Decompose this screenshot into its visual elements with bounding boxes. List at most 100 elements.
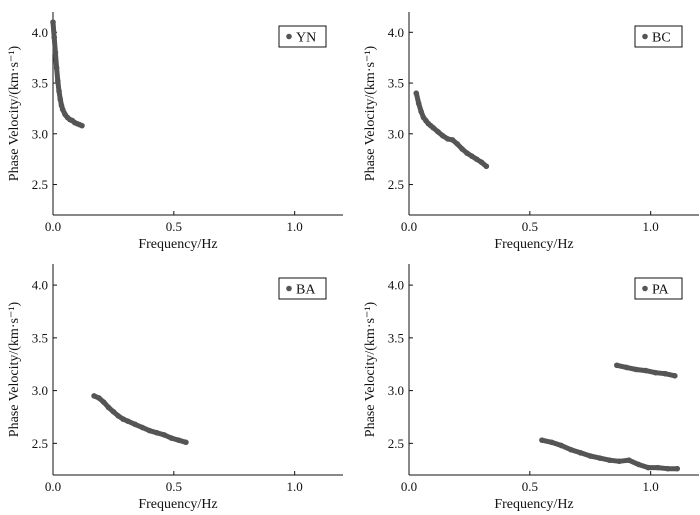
- y-tick-label: 2.5: [388, 177, 404, 192]
- data-point: [558, 442, 565, 449]
- data-point: [154, 430, 160, 436]
- y-tick-label: 2.5: [32, 177, 48, 192]
- y-tick-label: 3.0: [32, 126, 48, 141]
- data-point: [168, 435, 175, 441]
- x-tick-label: 1.0: [643, 479, 659, 494]
- legend-label: BC: [652, 31, 671, 46]
- data-point: [459, 146, 465, 152]
- y-tick-label: 3.5: [388, 76, 404, 91]
- chart-panel-yn: 0.0 0.5 1.0 2.5 3.0 3.5 4.0 Frequency/Hz Phase V…: [7, 12, 343, 252]
- data-point: [449, 137, 456, 143]
- x-axis-label: Frequency/Hz: [494, 237, 573, 252]
- y-tick-label: 3.0: [32, 383, 48, 398]
- x-axis-label: Frequency/Hz: [138, 237, 217, 252]
- data-point: [51, 34, 58, 41]
- data-point: [91, 393, 97, 399]
- data-point: [125, 418, 131, 424]
- data-point: [662, 370, 668, 377]
- y-tick-label: 4.0: [32, 278, 48, 293]
- series-curve-bc: [413, 90, 489, 169]
- y-axis-label: Phase Velocity/(km·s⁻¹): [7, 301, 22, 437]
- data-point: [415, 100, 422, 107]
- x-tick-label: 1.0: [643, 219, 659, 234]
- data-point: [59, 106, 66, 113]
- data-point: [577, 450, 584, 456]
- x-axis-label: Frequency/Hz: [494, 497, 573, 512]
- legend-marker: [642, 285, 648, 292]
- data-point: [183, 439, 189, 446]
- y-axis-label: Phase Velocity/(km·s⁻¹): [363, 45, 378, 181]
- data-point: [616, 458, 623, 465]
- data-point: [175, 437, 182, 443]
- data-point: [139, 424, 146, 431]
- x-tick-label: 0.0: [401, 219, 417, 234]
- data-point: [132, 421, 138, 428]
- data-point: [664, 465, 671, 472]
- data-point: [473, 156, 480, 162]
- data-point: [478, 159, 485, 166]
- legend-marker: [286, 33, 292, 40]
- x-tick-label: 0.5: [522, 219, 538, 234]
- y-tick-label: 3.5: [32, 330, 48, 345]
- data-point: [444, 136, 451, 142]
- data-point: [643, 367, 649, 374]
- data-point: [633, 366, 639, 373]
- legend-box: [634, 277, 683, 300]
- y-tick-label: 2.5: [32, 436, 48, 451]
- data-point: [626, 457, 632, 464]
- x-tick-label: 0.0: [45, 479, 61, 494]
- data-point: [110, 408, 117, 415]
- y-axis-label: Phase Velocity/(km·s⁻¹): [363, 301, 378, 437]
- data-point: [655, 464, 661, 471]
- y-tick-label: 3.5: [388, 330, 404, 345]
- x-tick-label: 0.5: [166, 219, 182, 234]
- legend-label: PA: [652, 283, 670, 298]
- data-point: [548, 439, 555, 446]
- y-tick-label: 4.0: [388, 25, 404, 40]
- data-point: [645, 464, 652, 471]
- data-point: [597, 455, 603, 461]
- x-tick-label: 0.0: [401, 479, 417, 494]
- legend-box: [634, 25, 683, 48]
- data-point: [105, 404, 112, 411]
- y-axis-label: Phase Velocity/(km·s⁻¹): [7, 45, 22, 181]
- legend-marker: [286, 285, 292, 292]
- legend-box: [278, 277, 327, 300]
- data-point: [79, 122, 85, 129]
- data-point: [568, 446, 574, 453]
- data-point: [146, 427, 153, 434]
- legend-label: BA: [296, 283, 316, 298]
- data-point: [454, 141, 461, 147]
- data-point: [623, 364, 630, 371]
- data-point: [55, 78, 61, 84]
- data-point: [430, 124, 436, 131]
- data-point: [53, 65, 60, 71]
- data-point: [483, 163, 490, 170]
- data-point: [606, 457, 613, 464]
- data-point: [115, 413, 122, 419]
- data-point: [539, 437, 545, 443]
- series-curve-yn: [50, 19, 85, 129]
- x-tick-label: 1.0: [287, 479, 303, 494]
- data-point: [440, 133, 446, 139]
- data-point: [161, 432, 167, 438]
- data-point: [52, 49, 59, 56]
- data-point: [50, 19, 56, 25]
- data-point: [96, 395, 102, 401]
- series-curve-ba: [91, 393, 189, 445]
- y-tick-label: 4.0: [388, 278, 404, 293]
- x-tick-label: 1.0: [287, 219, 303, 234]
- data-point: [418, 108, 424, 115]
- data-point: [674, 465, 681, 472]
- x-tick-label: 0.5: [522, 479, 538, 494]
- data-point: [652, 369, 659, 376]
- y-tick-label: 3.0: [388, 383, 404, 398]
- chart-panel-ba: 0.0 0.5 1.0 2.5 3.0 3.5 4.0 Frequency/Hz Phase V…: [7, 264, 343, 512]
- chart-panel-pa: 0.0 0.5 1.0 2.5 3.0 3.5 4.0 Frequency/Hz Phase V…: [363, 264, 699, 512]
- legend-label: YN: [296, 31, 316, 46]
- data-point: [614, 362, 620, 369]
- data-point: [469, 153, 475, 159]
- y-tick-label: 3.5: [32, 76, 48, 91]
- y-tick-label: 2.5: [388, 436, 404, 451]
